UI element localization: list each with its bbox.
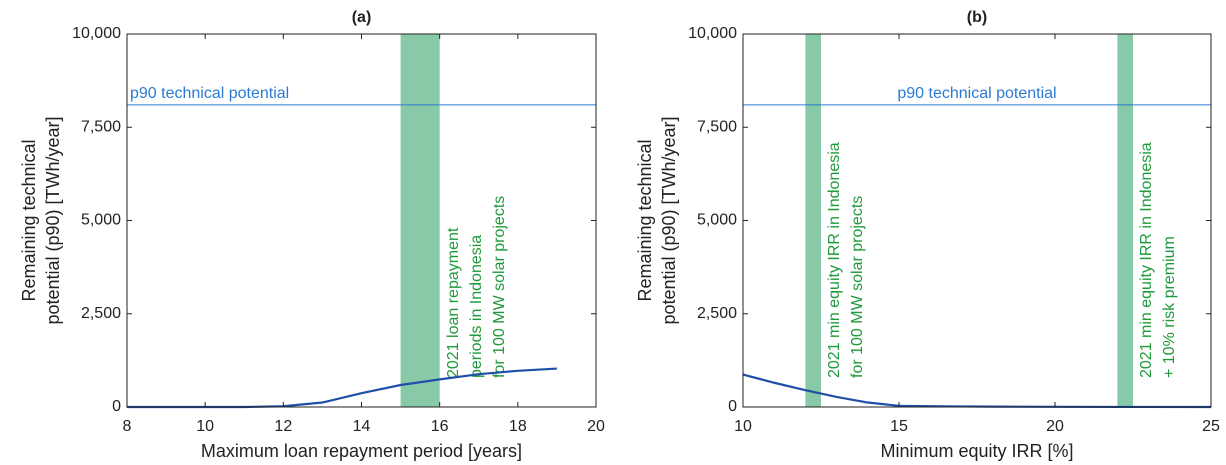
y-tick-label: 5,000 xyxy=(81,212,121,229)
y-tick-label: 5,000 xyxy=(697,212,737,229)
x-tick-label: 20 xyxy=(1046,418,1064,435)
band-annotation: 2021 loan repayment xyxy=(445,227,462,378)
band-annotation: for 100 MW solar projects xyxy=(849,196,866,378)
y-axis-label: potential (p90) [TWh/year] xyxy=(43,116,63,324)
reference-label: p90 technical potential xyxy=(897,85,1056,102)
x-tick-label: 25 xyxy=(1202,418,1220,435)
band-annotation: 2021 min equity IRR in Indonesia xyxy=(826,142,843,378)
y-axis-label: potential (p90) [TWh/year] xyxy=(659,116,679,324)
y-tick-label: 7,500 xyxy=(697,118,737,135)
y-tick-label: 10,000 xyxy=(72,25,121,42)
x-tick-label: 20 xyxy=(587,418,605,435)
x-tick-label: 14 xyxy=(353,418,371,435)
y-tick-label: 2,500 xyxy=(81,305,121,322)
band-annotation: for 100 MW solar projects xyxy=(491,196,508,378)
band-annotation: 2021 min equity IRR in Indonesia xyxy=(1138,142,1155,378)
x-tick-label: 8 xyxy=(123,418,132,435)
band xyxy=(1117,34,1133,407)
reference-label: p90 technical potential xyxy=(130,85,289,102)
y-axis-label: Remaining technical xyxy=(19,139,39,301)
x-tick-label: 10 xyxy=(734,418,752,435)
y-axis-label: Remaining technical xyxy=(635,139,655,301)
band xyxy=(400,34,440,407)
y-tick-label: 0 xyxy=(112,398,121,415)
y-tick-label: 2,500 xyxy=(697,305,737,322)
x-tick-label: 16 xyxy=(431,418,449,435)
x-tick-label: 12 xyxy=(274,418,292,435)
chart-title: (b) xyxy=(967,9,987,26)
x-axis-label: Minimum equity IRR [%] xyxy=(880,441,1073,461)
band-annotation: periods in Indonesia xyxy=(468,235,485,378)
y-tick-label: 10,000 xyxy=(688,25,737,42)
x-axis-label: Maximum loan repayment period [years] xyxy=(201,441,522,461)
band xyxy=(805,34,821,407)
band-annotation: + 10% risk premium xyxy=(1161,236,1178,378)
x-tick-label: 18 xyxy=(509,418,527,435)
y-tick-label: 7,500 xyxy=(81,118,121,135)
chart-title: (a) xyxy=(352,9,372,26)
y-tick-label: 0 xyxy=(728,398,737,415)
x-tick-label: 10 xyxy=(196,418,214,435)
x-tick-label: 15 xyxy=(890,418,908,435)
